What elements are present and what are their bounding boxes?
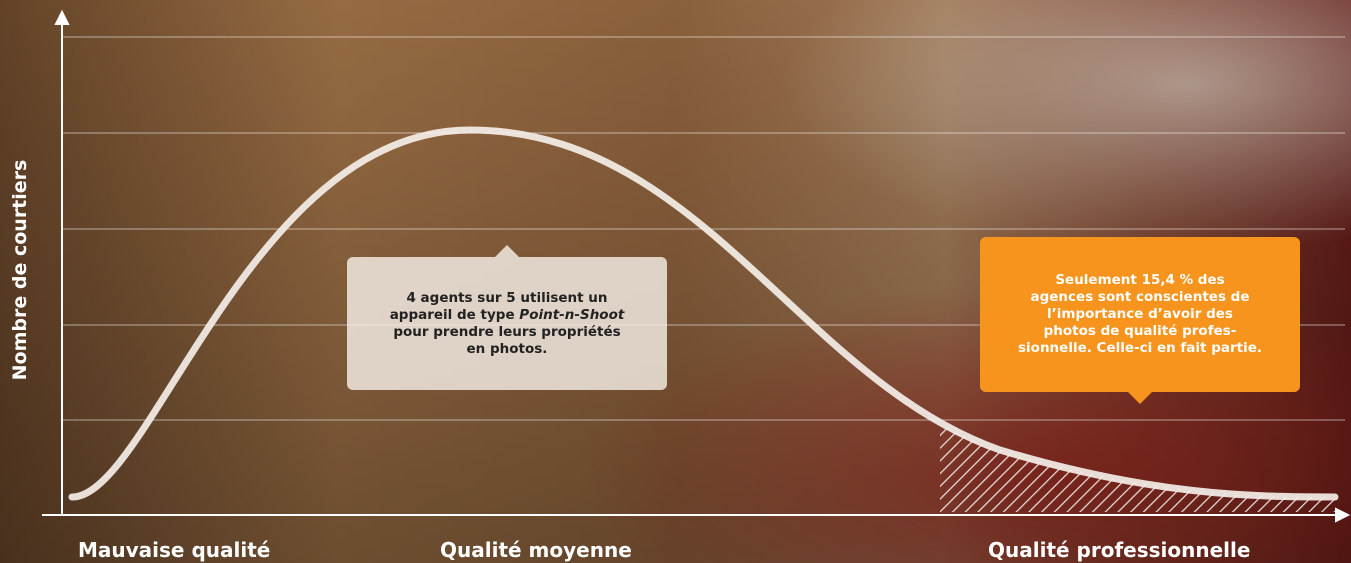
- callout-text: appareil de type: [389, 306, 520, 323]
- callout-line: photos de qualité profes-: [1043, 323, 1237, 339]
- callout-emphasis: Point-n-Shoot: [519, 306, 625, 323]
- grid: [62, 36, 1345, 421]
- callout-line: sionnelle. Celle-ci en fait partie.: [1018, 340, 1262, 356]
- callout: 4 agents sur 5 utilisent un appareil de …: [347, 245, 667, 390]
- callout-highlight: Seulement 15,4 % des agences sont consci…: [980, 237, 1300, 404]
- curve: [68, 126, 1339, 501]
- x-label: Qualité professionnelle: [988, 538, 1251, 562]
- x-label: Mauvaise qualité: [78, 538, 271, 562]
- x-label: Qualité moyenne: [440, 538, 632, 562]
- callout-line: l’importance d’avoir des: [1047, 306, 1233, 322]
- x-arrow: [1335, 507, 1351, 523]
- hatched-area: [940, 422, 1335, 512]
- callout-line: pour prendre leurs propriétés: [393, 323, 621, 340]
- y-arrow: [54, 9, 70, 25]
- callout-line: Seulement 15,4 % des: [1055, 272, 1225, 288]
- y-axis-label: Nombre de courtiers: [9, 159, 31, 381]
- callout-line: 4 agents sur 5 utilisent un: [406, 289, 608, 306]
- callout-line: appareil de type Point-n-Shoot: [347, 307, 667, 324]
- axes: [42, 9, 1351, 523]
- callout-line: agences sont conscientes de: [1030, 289, 1250, 305]
- callout-line: en photos.: [466, 340, 548, 357]
